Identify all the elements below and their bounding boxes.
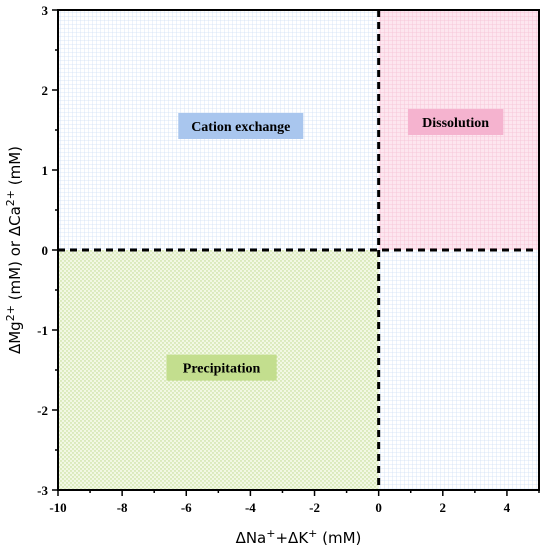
region-label-bg-1: [407, 109, 504, 135]
x-tick-label: -10: [49, 500, 66, 515]
axis-title-part: ΔMg: [6, 321, 24, 354]
region-label-cation-exchange: Cation exchange: [191, 120, 290, 135]
axis-title-part: ΔNa: [236, 529, 267, 547]
y-tick-label: 2: [42, 83, 49, 98]
x-tick-label: -6: [181, 500, 192, 515]
x-tick-label: -2: [309, 500, 320, 515]
region-label-dissolution: Dissolution: [422, 116, 489, 131]
y-tick-label: 0: [42, 243, 49, 258]
x-tick-label: 2: [440, 500, 447, 515]
axis-title-part: +: [266, 527, 275, 540]
y-tick-label: -2: [37, 403, 48, 418]
region-3: [378, 250, 539, 490]
x-tick-label: 0: [375, 500, 382, 515]
x-axis-title: ΔNa++ΔK+ (mM): [236, 527, 362, 548]
y-tick-label: -1: [37, 323, 48, 338]
x-tick-label: -4: [245, 500, 256, 515]
y-axis-title: ΔMg2+ (mM) or ΔCa2+ (mM): [4, 146, 25, 354]
region-label-bg-0: [178, 113, 304, 139]
axis-title-part: 2+: [4, 190, 17, 206]
axis-title-part: +: [308, 527, 317, 540]
axis-title-part: (mM): [6, 146, 24, 190]
y-tick-label: 3: [42, 3, 49, 18]
x-tick-label: -8: [117, 500, 128, 515]
axis-title-part: (mM) or ΔCa: [6, 206, 24, 305]
axis-title-part: (mM): [317, 529, 361, 547]
axis-title-part: 2+: [4, 305, 17, 321]
x-tick-label: 4: [504, 500, 511, 515]
region-label-bg-2: [166, 354, 277, 381]
region-label-precipitation: Precipitation: [183, 362, 261, 377]
y-tick-label: 1: [42, 163, 49, 178]
y-tick-label: -3: [37, 483, 48, 498]
axis-title-part: +ΔK: [275, 529, 309, 547]
